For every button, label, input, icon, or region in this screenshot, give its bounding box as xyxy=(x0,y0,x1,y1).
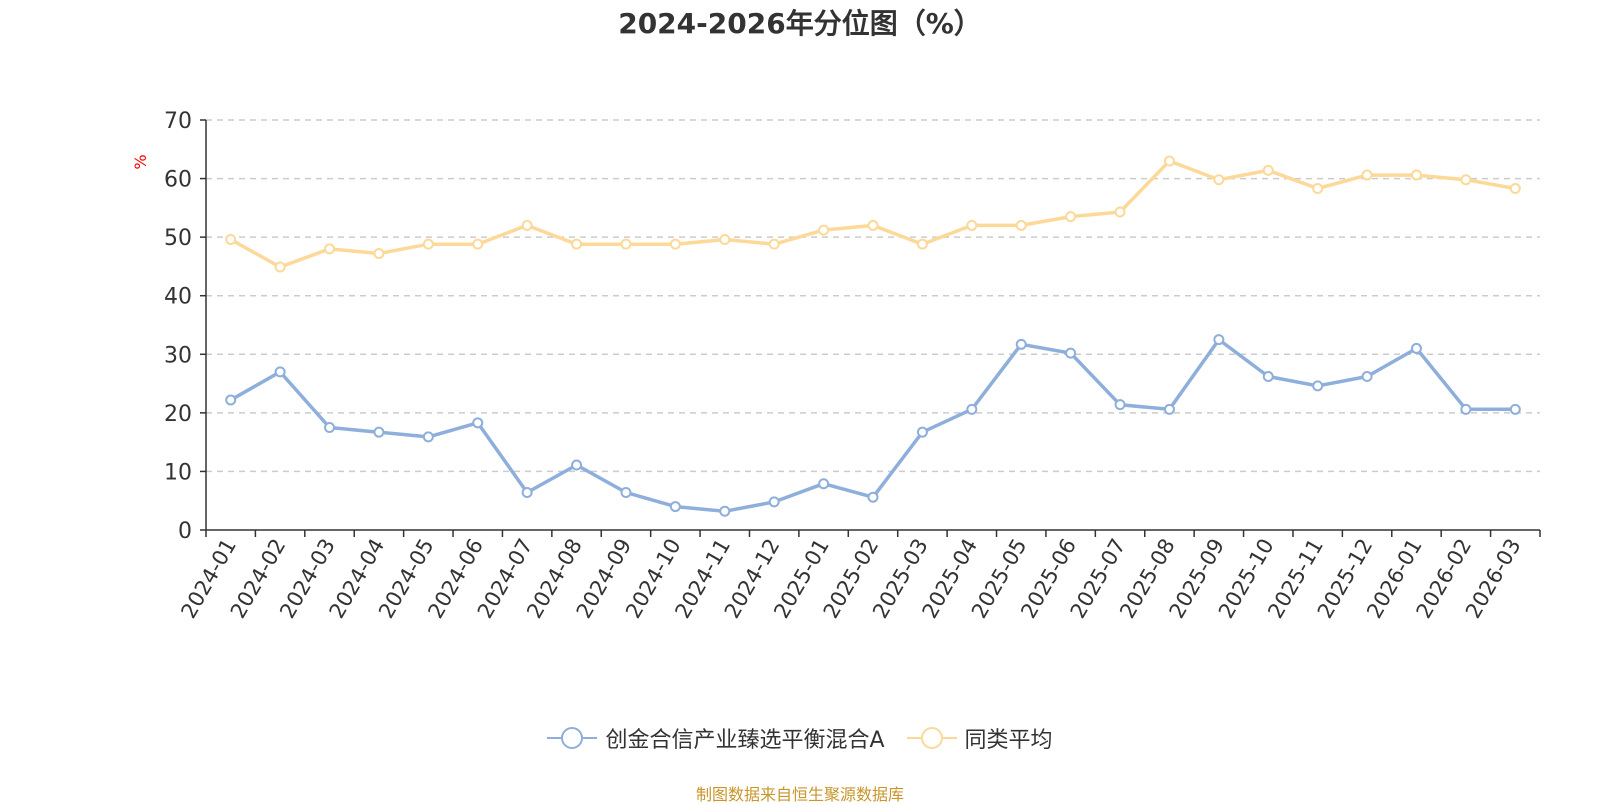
data-point-series2 xyxy=(620,238,632,250)
data-point-series2 xyxy=(1460,174,1472,186)
data-point-series2 xyxy=(1312,183,1324,195)
data-point-series1 xyxy=(818,478,830,490)
data-point-series1 xyxy=(571,459,583,471)
data-point-series2 xyxy=(521,219,533,231)
line-chart: 0102030405060702024-012024-022024-032024… xyxy=(131,109,1541,622)
y-tick-label: 40 xyxy=(164,285,192,310)
y-tick-label: 0 xyxy=(178,519,192,544)
data-point-series2 xyxy=(324,243,336,255)
data-point-series2 xyxy=(719,233,731,245)
data-point-series2 xyxy=(225,233,237,245)
y-tick-label: 50 xyxy=(164,226,192,251)
data-point-series2 xyxy=(373,248,385,260)
data-point-series2 xyxy=(669,238,681,250)
y-tick-label: 10 xyxy=(164,460,192,485)
data-point-series2 xyxy=(1262,164,1274,176)
data-point-series2 xyxy=(571,238,583,250)
data-point-series1 xyxy=(1114,399,1126,411)
data-point-series1 xyxy=(1213,334,1225,346)
data-point-series1 xyxy=(768,496,780,508)
data-point-series2 xyxy=(1410,169,1422,181)
y-tick-label: 30 xyxy=(164,343,192,368)
series-lines xyxy=(225,155,1521,517)
data-point-series1 xyxy=(966,403,978,415)
data-point-series2 xyxy=(1114,206,1126,218)
source-note: 制图数据来自恒生聚源数据库 xyxy=(695,785,904,804)
data-point-series1 xyxy=(1312,380,1324,392)
data-point-series2 xyxy=(1163,155,1175,167)
data-point-series2 xyxy=(422,238,434,250)
data-point-series1 xyxy=(669,501,681,513)
data-point-series1 xyxy=(422,431,434,443)
data-point-series1 xyxy=(274,366,286,378)
data-point-series1 xyxy=(1509,403,1521,415)
y-tick-label: 60 xyxy=(164,168,192,193)
axes: 0102030405060702024-012024-022024-032024… xyxy=(164,109,1541,622)
data-point-series1 xyxy=(521,487,533,499)
data-point-series1 xyxy=(620,487,632,499)
data-point-series1 xyxy=(1262,371,1274,383)
legend-item-series2[interactable]: 同类平均 xyxy=(906,722,1053,754)
data-point-series1 xyxy=(324,422,336,433)
data-point-series1 xyxy=(1065,347,1077,359)
y-tick-label: 20 xyxy=(164,402,192,427)
series-line-2 xyxy=(229,159,1516,269)
data-point-series2 xyxy=(1361,169,1373,181)
data-point-series2 xyxy=(867,219,879,231)
y-tick-label: 70 xyxy=(164,109,192,134)
data-point-series2 xyxy=(1065,211,1077,223)
data-point-series2 xyxy=(1213,174,1225,186)
legend: 创金合信产业臻选平衡混合A 同类平均 xyxy=(0,722,1600,754)
data-point-series2 xyxy=(1509,183,1521,195)
data-point-series1 xyxy=(719,505,731,517)
data-point-series1 xyxy=(1460,403,1472,415)
data-point-series2 xyxy=(916,238,928,250)
legend-item-series1[interactable]: 创金合信产业臻选平衡混合A xyxy=(547,722,885,754)
data-point-series1 xyxy=(1361,371,1373,383)
data-point-series2 xyxy=(472,238,484,250)
data-point-series1 xyxy=(916,426,928,438)
data-point-series2 xyxy=(274,261,286,273)
chart-title: 2024-2026年分位图（%） xyxy=(618,7,982,40)
legend-label-series2: 同类平均 xyxy=(964,728,1053,753)
data-point-series1 xyxy=(1163,403,1175,415)
y-axis-label: % xyxy=(131,154,150,169)
series-line-1 xyxy=(229,337,1516,514)
data-point-series1 xyxy=(373,426,385,438)
data-point-series2 xyxy=(966,219,978,231)
data-point-series2 xyxy=(768,238,780,250)
data-point-series1 xyxy=(472,417,484,429)
data-point-series1 xyxy=(1410,342,1422,354)
legend-label-series1: 创金合信产业臻选平衡混合A xyxy=(605,728,885,753)
grid-lines xyxy=(206,119,1540,473)
data-point-series1 xyxy=(225,394,237,406)
data-point-series2 xyxy=(818,224,830,236)
legend-line-circle-icon xyxy=(906,727,957,749)
legend-line-circle-icon xyxy=(547,727,598,749)
data-point-series1 xyxy=(867,491,879,503)
data-point-series2 xyxy=(1015,219,1027,231)
data-point-series1 xyxy=(1015,338,1027,350)
